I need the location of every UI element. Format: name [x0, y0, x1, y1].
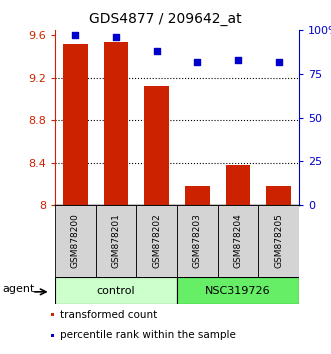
Point — [195, 59, 200, 64]
Text: GSM878200: GSM878200 — [71, 213, 80, 268]
Bar — [136, 205, 177, 277]
Bar — [185, 186, 210, 205]
Text: control: control — [97, 285, 135, 296]
Bar — [226, 165, 250, 205]
Text: transformed count: transformed count — [60, 309, 157, 320]
Bar — [218, 205, 258, 277]
Text: GSM878204: GSM878204 — [233, 213, 243, 268]
Bar — [96, 205, 136, 277]
Bar — [104, 42, 128, 205]
Text: GSM878201: GSM878201 — [112, 213, 120, 268]
Text: NSC319726: NSC319726 — [205, 285, 271, 296]
Bar — [55, 277, 177, 304]
Point — [235, 57, 241, 63]
Text: GSM878205: GSM878205 — [274, 213, 283, 268]
Text: percentile rank within the sample: percentile rank within the sample — [60, 331, 235, 341]
Text: GSM878203: GSM878203 — [193, 213, 202, 268]
Bar — [51, 313, 54, 316]
Bar — [266, 186, 291, 205]
Text: GDS4877 / 209642_at: GDS4877 / 209642_at — [89, 12, 242, 27]
Text: agent: agent — [3, 284, 35, 294]
Bar — [144, 86, 169, 205]
Bar — [51, 334, 54, 337]
Bar — [63, 44, 87, 205]
Bar — [55, 205, 96, 277]
Point — [276, 59, 281, 64]
Text: GSM878202: GSM878202 — [152, 213, 161, 268]
Bar — [177, 277, 299, 304]
Bar — [258, 205, 299, 277]
Point — [113, 34, 118, 40]
Point — [154, 48, 159, 54]
Bar — [177, 205, 218, 277]
Point — [73, 33, 78, 38]
